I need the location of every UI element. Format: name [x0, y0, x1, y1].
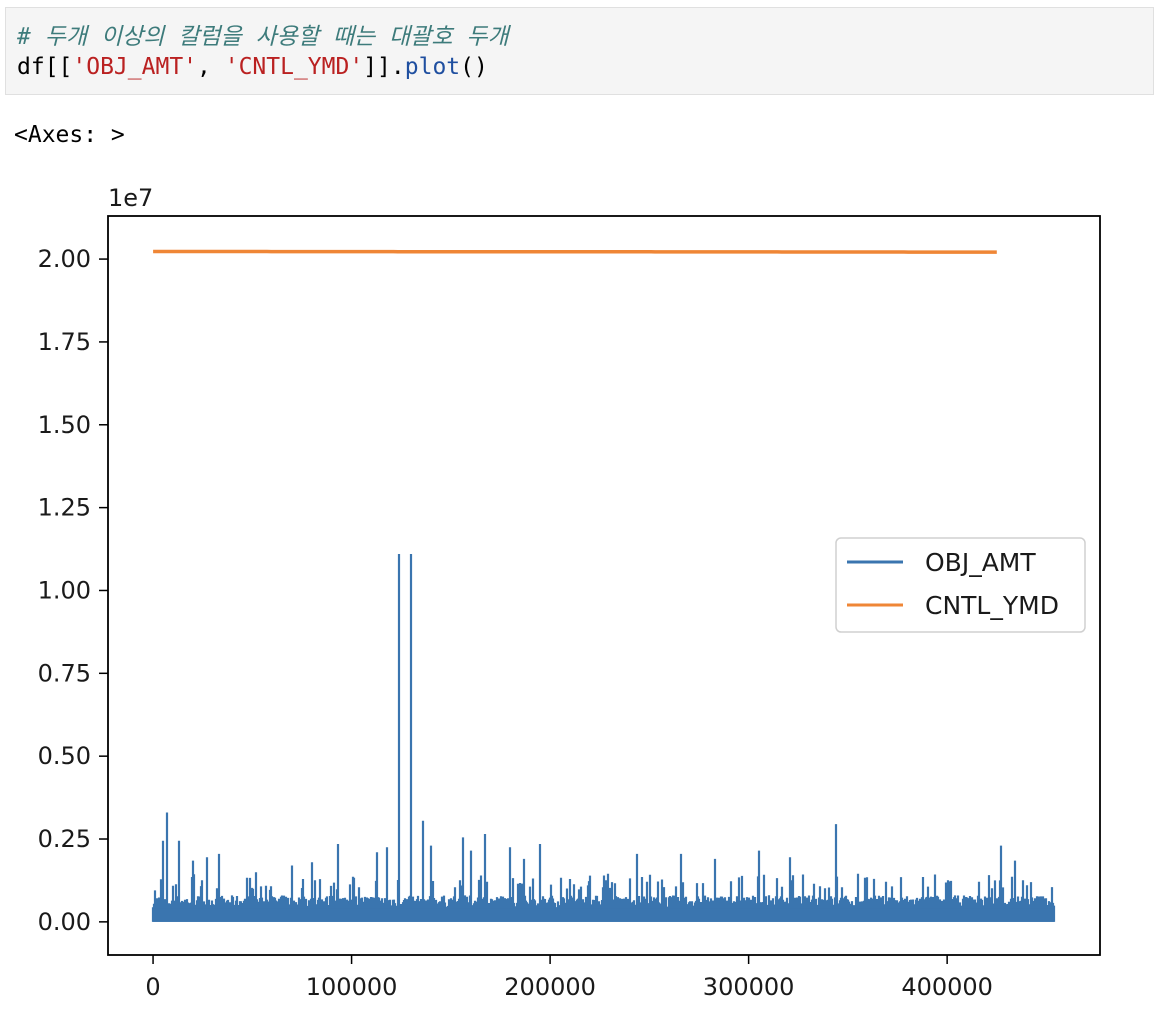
y-tick-label: 2.00 [38, 245, 91, 273]
code-cell[interactable]: # 두개 이상의 칼럼을 사용할 때는 대괄호 두개 df[['OBJ_AMT'… [5, 7, 1154, 95]
code-statement: df[['OBJ_AMT', 'CNTL_YMD']].plot() [17, 52, 488, 82]
series-band-obj-amt [153, 908, 1054, 922]
code-mid: ]]. [363, 54, 405, 80]
y-tick-label: 1.00 [38, 576, 91, 604]
y-tick-label: 1.25 [38, 494, 91, 522]
y-tick-label: 1.75 [38, 328, 91, 356]
x-tick-label: 400000 [901, 973, 993, 1001]
legend-label: CNTL_YMD [925, 591, 1059, 620]
code-prefix: df[[ [17, 54, 73, 80]
code-comment: # 두개 이상의 칼럼을 사용할 때는 대괄호 두개 [17, 24, 509, 50]
y-tick-label: 0.25 [38, 825, 91, 853]
y-tick-label: 0.50 [38, 742, 91, 770]
y-offset-text: 1e7 [108, 184, 153, 212]
y-tick-label: 1.50 [38, 411, 91, 439]
x-tick-label: 0 [145, 973, 160, 1001]
y-tick-label: 0.75 [38, 659, 91, 687]
x-tick-label: 100000 [306, 973, 398, 1001]
x-tick-label: 300000 [703, 973, 795, 1001]
output-repr: <Axes: > [14, 122, 125, 148]
series-line-cntl-ymd [153, 249, 997, 254]
code-suffix: () [460, 54, 488, 80]
code-arg-obj-amt: 'OBJ_AMT' [72, 54, 198, 80]
x-tick-label: 200000 [504, 973, 596, 1001]
axes-frame [107, 215, 1101, 956]
code-separator: , [197, 54, 225, 80]
legend-label: OBJ_AMT [925, 548, 1036, 577]
y-tick-label: 0.00 [38, 908, 91, 936]
code-method-plot: plot [404, 54, 461, 80]
code-arg-cntl-ymd: 'CNTL_YMD' [224, 54, 364, 80]
